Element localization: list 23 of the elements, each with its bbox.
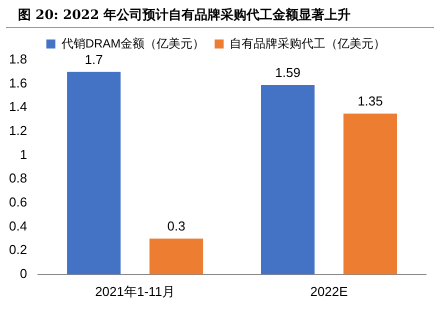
y-tick-label: 1.8 [8, 52, 28, 67]
y-tick-label: 0.4 [8, 218, 28, 234]
data-label: 1.35 [358, 94, 383, 109]
y-tick-label: 0 [20, 266, 28, 281]
data-label: 1.59 [275, 65, 300, 80]
y-tick-label: 0.2 [8, 242, 28, 258]
y-tick-label: 1 [20, 146, 28, 162]
y-tick-label: 1.6 [8, 75, 28, 90]
chart-title: 图 20: 2022 年公司预计自有品牌采购代工金额显著上升 [6, 0, 434, 28]
bar [67, 72, 121, 274]
y-tick-label: 1.4 [8, 99, 28, 114]
y-tick-label: 0.8 [8, 170, 28, 186]
legend-label: 代销DRAM金额（亿美元） [60, 36, 205, 50]
bar [149, 238, 204, 274]
bar [343, 114, 398, 274]
y-tick-label: 0.6 [8, 194, 28, 210]
x-tick-label: 2021年1-11月 [95, 284, 176, 299]
legend-label: 自有品牌采购代工（亿美元） [230, 36, 386, 50]
y-tick-label: 1.2 [8, 123, 28, 138]
x-tick-label: 2022E [310, 284, 348, 299]
data-label: 0.3 [167, 218, 186, 234]
data-label: 1.7 [84, 52, 103, 67]
bar [261, 85, 315, 274]
